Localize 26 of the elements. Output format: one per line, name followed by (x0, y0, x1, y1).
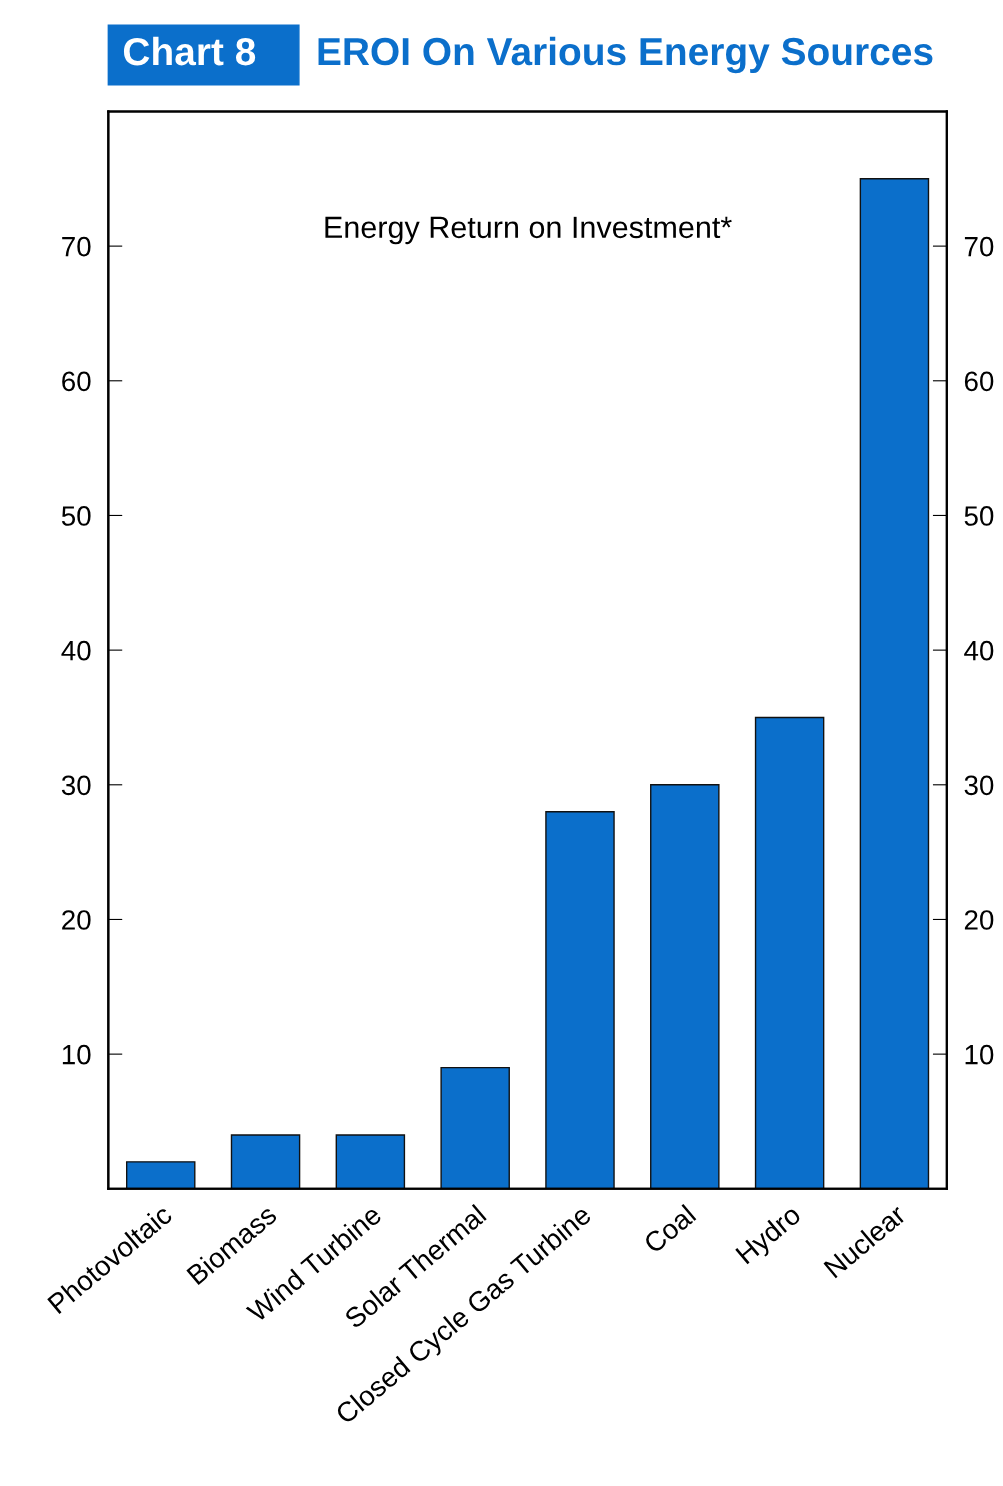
y-tick-label: 30 (61, 775, 91, 796)
y2-tick-label: 50 (964, 506, 994, 526)
chart-subtitle: Chart 8 (123, 36, 256, 66)
bar (754, 716, 825, 1189)
annotation: Energy Return on Investment* (325, 216, 732, 245)
y2-tick-label: 10 (965, 1044, 994, 1065)
y2-tick-label: 70 (964, 236, 994, 257)
bar (125, 1161, 196, 1189)
y-tick-label: 20 (62, 910, 91, 930)
bar (545, 811, 615, 1189)
bar (650, 784, 720, 1189)
y2-tick-label: 60 (964, 371, 994, 392)
bar (335, 1134, 406, 1189)
chart-title: EROI On Various Energy Sources (318, 36, 933, 74)
y-tick-label: 10 (62, 1044, 91, 1065)
y-tick-label: 50 (61, 506, 91, 526)
bar (230, 1134, 301, 1189)
y2-tick-label: 30 (964, 775, 994, 796)
y2-tick-label: 20 (964, 910, 994, 930)
y-tick-label: 40 (61, 640, 91, 661)
y-tick-label: 60 (62, 371, 91, 392)
bar (440, 1066, 510, 1189)
y-tick-label: 70 (62, 236, 91, 257)
bar (859, 178, 930, 1189)
y2-tick-label: 40 (964, 640, 994, 661)
x-tick-label: Coal (642, 1203, 697, 1255)
